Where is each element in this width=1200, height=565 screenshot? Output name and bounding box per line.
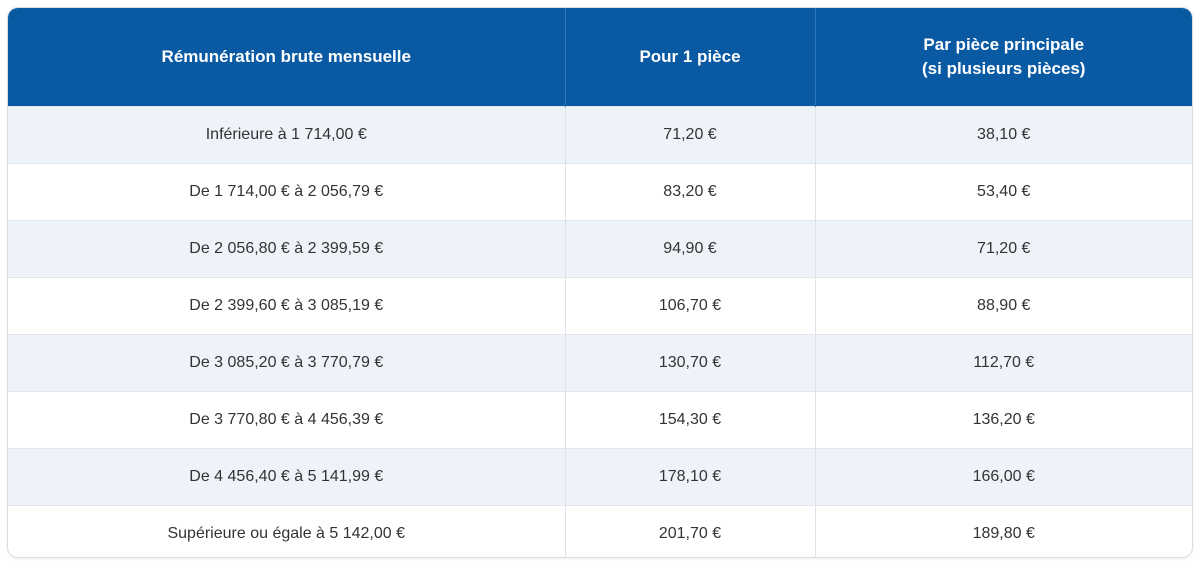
cell-per-main-piece: 71,20 € xyxy=(815,220,1192,278)
header-per-main-piece-line2: (si plusieurs pièces) xyxy=(922,59,1086,78)
cell-one-piece: 106,70 € xyxy=(565,277,816,335)
cell-one-piece: 154,30 € xyxy=(565,391,816,449)
header-per-main-piece-line1: Par pièce principale xyxy=(923,35,1085,54)
cell-per-main-piece: 112,70 € xyxy=(815,334,1192,392)
cell-per-main-piece: 88,90 € xyxy=(815,277,1192,335)
cell-remuneration: De 3 770,80 € à 4 456,39 € xyxy=(8,391,566,449)
header-per-main-piece: Par pièce principale (si plusieurs pièce… xyxy=(815,8,1192,107)
header-one-piece: Pour 1 pièce xyxy=(565,8,816,107)
table-row: De 2 056,80 € à 2 399,59 € 94,90 € 71,20… xyxy=(8,220,1192,278)
table-row: Inférieure à 1 714,00 € 71,20 € 38,10 € xyxy=(8,106,1192,164)
cell-one-piece: 71,20 € xyxy=(565,106,816,164)
cell-remuneration: De 2 399,60 € à 3 085,19 € xyxy=(8,277,566,335)
cell-one-piece: 94,90 € xyxy=(565,220,816,278)
cell-remuneration: Inférieure à 1 714,00 € xyxy=(8,106,566,164)
header-row: Rémunération brute mensuelle Pour 1 pièc… xyxy=(8,8,1192,107)
table-row: De 1 714,00 € à 2 056,79 € 83,20 € 53,40… xyxy=(8,163,1192,221)
header-remuneration-label: Rémunération brute mensuelle xyxy=(161,47,411,66)
rates-table-container: Rémunération brute mensuelle Pour 1 pièc… xyxy=(8,8,1192,557)
cell-per-main-piece: 53,40 € xyxy=(815,163,1192,221)
table-row: De 3 770,80 € à 4 456,39 € 154,30 € 136,… xyxy=(8,391,1192,449)
table-row: De 2 399,60 € à 3 085,19 € 106,70 € 88,9… xyxy=(8,277,1192,335)
cell-remuneration: De 3 085,20 € à 3 770,79 € xyxy=(8,334,566,392)
table-row: De 4 456,40 € à 5 141,99 € 178,10 € 166,… xyxy=(8,448,1192,506)
rates-table: Rémunération brute mensuelle Pour 1 pièc… xyxy=(8,8,1192,557)
cell-per-main-piece: 189,80 € xyxy=(815,505,1192,557)
cell-per-main-piece: 38,10 € xyxy=(815,106,1192,164)
table-row: De 3 085,20 € à 3 770,79 € 130,70 € 112,… xyxy=(8,334,1192,392)
cell-one-piece: 130,70 € xyxy=(565,334,816,392)
cell-remuneration: De 2 056,80 € à 2 399,59 € xyxy=(8,220,566,278)
cell-one-piece: 83,20 € xyxy=(565,163,816,221)
cell-remuneration: De 4 456,40 € à 5 141,99 € xyxy=(8,448,566,506)
cell-one-piece: 178,10 € xyxy=(565,448,816,506)
header-remuneration: Rémunération brute mensuelle xyxy=(8,8,566,107)
cell-one-piece: 201,70 € xyxy=(565,505,816,557)
cell-remuneration: Supérieure ou égale à 5 142,00 € xyxy=(8,505,566,557)
cell-per-main-piece: 166,00 € xyxy=(815,448,1192,506)
table-body: Inférieure à 1 714,00 € 71,20 € 38,10 € … xyxy=(8,106,1192,557)
header-one-piece-label: Pour 1 pièce xyxy=(639,47,741,66)
table-row: Supérieure ou égale à 5 142,00 € 201,70 … xyxy=(8,505,1192,557)
table-header: Rémunération brute mensuelle Pour 1 pièc… xyxy=(8,8,1192,107)
cell-per-main-piece: 136,20 € xyxy=(815,391,1192,449)
cell-remuneration: De 1 714,00 € à 2 056,79 € xyxy=(8,163,566,221)
